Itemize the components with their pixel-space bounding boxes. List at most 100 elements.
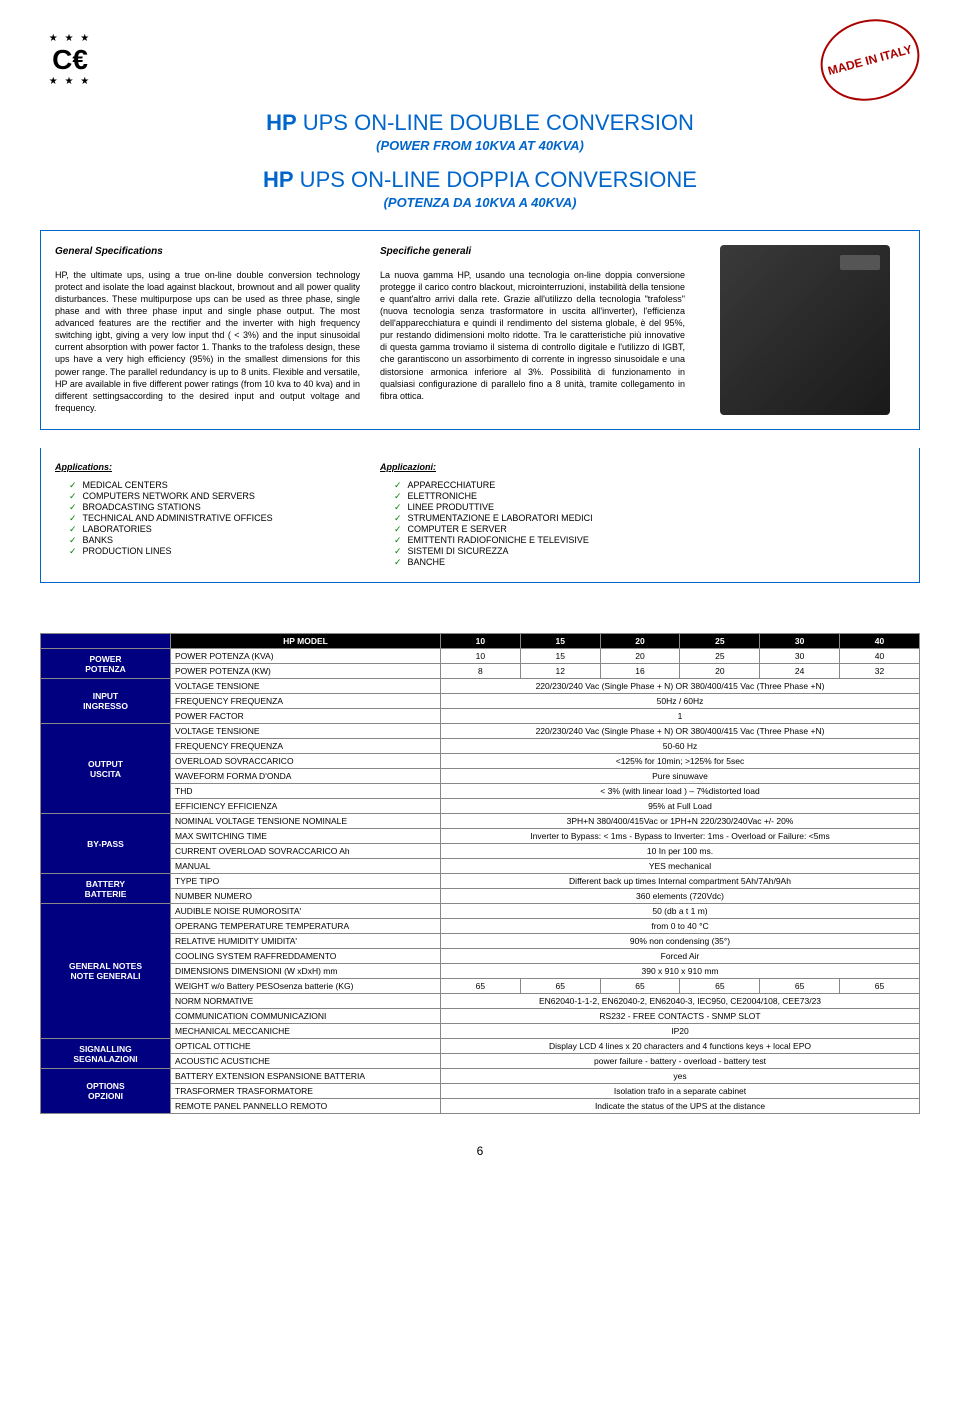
table-row: ACOUSTIC ACUSTICHEpower failure - batter… [41,1054,920,1069]
section-label: BATTERYBATTERIE [41,874,171,904]
apps-col-en: Applications: MEDICAL CENTERSCOMPUTERS N… [55,462,360,568]
table-row: GENERAL NOTESNOTE GENERALIAUDIBLE NOISE … [41,904,920,919]
param-cell: TYPE TIPO [171,874,441,889]
value-cell: RS232 - FREE CONTACTS - SNMP SLOT [441,1009,920,1024]
param-cell: REMOTE PANEL PANNELLO REMOTO [171,1099,441,1114]
value-cell: YES mechanical [441,859,920,874]
list-item: COMPUTER E SERVER [394,524,685,535]
ups-device-illustration [720,245,890,415]
ce-logo: ★ ★ ★ C€ ★ ★ ★ [40,20,100,100]
value-cell: 16 [600,664,680,679]
value-cell: 1 [441,709,920,724]
made-in-italy-stamp: MADE IN ITALY [811,8,928,111]
table-row: WAVEFORM FORMA D'ONDAPure sinuwave [41,769,920,784]
table-row: POWER FACTOR1 [41,709,920,724]
value-cell: EN62040-1-1-2, EN62040-2, EN62040-3, IEC… [441,994,920,1009]
value-cell: 8 [441,664,521,679]
section-label: POWERPOTENZA [41,649,171,679]
list-item: TECHNICAL AND ADMINISTRATIVE OFFICES [69,513,360,524]
table-row: FREQUENCY FREQUENZA50-60 Hz [41,739,920,754]
section-label: INPUTINGRESSO [41,679,171,724]
value-cell: 40 [840,649,920,664]
value-cell: 32 [840,664,920,679]
spec-title-en: General Specifications [55,245,360,259]
value-cell: 65 [520,979,600,994]
value-cell: 15 [520,649,600,664]
value-cell: 25 [680,649,760,664]
table-row: SIGNALLINGSEGNALAZIONIOPTICAL OTTICHEDis… [41,1039,920,1054]
product-image [705,245,905,415]
table-header-row: HP MODEL101520253040 [41,634,920,649]
value-cell: 10 In per 100 ms. [441,844,920,859]
spec-body-en: HP, the ultimate ups, using a true on-li… [55,269,360,415]
value-cell: <125% for 10min; >125% for 5sec [441,754,920,769]
value-cell: 220/230/240 Vac (Single Phase + N) OR 38… [441,724,920,739]
param-cell: DIMENSIONS DIMENSIONI (W xDxH) mm [171,964,441,979]
table-row: OUTPUTUSCITAVOLTAGE TENSIONE220/230/240 … [41,724,920,739]
param-cell: ACOUSTIC ACUSTICHE [171,1054,441,1069]
table-row: COOLING SYSTEM RAFFREDDAMENTOForced Air [41,949,920,964]
value-cell: power failure - battery - overload - bat… [441,1054,920,1069]
param-cell: VOLTAGE TENSIONE [171,724,441,739]
list-item: BANCHE [394,557,685,568]
value-cell: 65 [441,979,521,994]
value-cell: Display LCD 4 lines x 20 characters and … [441,1039,920,1054]
apps-col-it: Applicazioni: APPARECCHIATUREELETTRONICH… [380,462,685,568]
list-item: LINEE PRODUTTIVE [394,502,685,513]
value-cell: 20 [600,649,680,664]
table-row: THD< 3% (with linear load ) – 7%distorte… [41,784,920,799]
table-row: COMMUNICATION COMMUNICAZIONIRS232 - FREE… [41,1009,920,1024]
list-item: STRUMENTAZIONE E LABORATORI MEDICI [394,513,685,524]
list-item: PRODUCTION LINES [69,546,360,557]
param-cell: COMMUNICATION COMMUNICAZIONI [171,1009,441,1024]
param-cell: FREQUENCY FREQUENZA [171,739,441,754]
value-cell: Different back up times Internal compart… [441,874,920,889]
value-cell: 65 [840,979,920,994]
param-cell: EFFICIENCY EFFICIENZA [171,799,441,814]
param-cell: NUMBER NUMERO [171,889,441,904]
param-cell: VOLTAGE TENSIONE [171,679,441,694]
param-cell: MANUAL [171,859,441,874]
param-cell: RELATIVE HUMIDITY UMIDITA' [171,934,441,949]
title-en: HP UPS ON-LINE DOUBLE CONVERSION [40,110,920,136]
list-item: COMPUTERS NETWORK AND SERVERS [69,491,360,502]
table-row: DIMENSIONS DIMENSIONI (W xDxH) mm390 x 9… [41,964,920,979]
list-item: BROADCASTING STATIONS [69,502,360,513]
page-number: 6 [40,1144,920,1158]
param-cell: POWER POTENZA (KW) [171,664,441,679]
apps-title-it: Applicazioni: [380,462,685,472]
value-cell: < 3% (with linear load ) – 7%distorted l… [441,784,920,799]
table-row: POWER POTENZA (KW)81216202432 [41,664,920,679]
value-cell: 24 [760,664,840,679]
value-cell: 390 x 910 x 910 mm [441,964,920,979]
value-cell: 90% non condensing (35°) [441,934,920,949]
table-row: FREQUENCY FREQUENZA50Hz / 60Hz [41,694,920,709]
section-label: OPTIONSOPZIONI [41,1069,171,1114]
title-block: HP UPS ON-LINE DOUBLE CONVERSION (POWER … [40,110,920,210]
value-cell: Pure sinuwave [441,769,920,784]
table-row: BY-PASSNOMINAL VOLTAGE TENSIONE NOMINALE… [41,814,920,829]
value-cell: 95% at Full Load [441,799,920,814]
table-row: MECHANICAL MECCANICHEIP20 [41,1024,920,1039]
value-cell: yes [441,1069,920,1084]
table-row: OPTIONSOPZIONIBATTERY EXTENSION ESPANSIO… [41,1069,920,1084]
value-cell: 20 [680,664,760,679]
table-row: OPERANG TEMPERATURE TEMPERATURAfrom 0 to… [41,919,920,934]
value-cell: IP20 [441,1024,920,1039]
param-cell: FREQUENCY FREQUENZA [171,694,441,709]
applications-box: Applications: MEDICAL CENTERSCOMPUTERS N… [40,448,920,583]
table-row: MANUALYES mechanical [41,859,920,874]
value-cell: 3PH+N 380/400/415Vac or 1PH+N 220/230/24… [441,814,920,829]
value-cell: 65 [680,979,760,994]
list-item: ELETTRONICHE [394,491,685,502]
table-row: REMOTE PANEL PANNELLO REMOTOIndicate the… [41,1099,920,1114]
list-item: MEDICAL CENTERS [69,480,360,491]
value-cell: 65 [760,979,840,994]
title-it: HP UPS ON-LINE DOPPIA CONVERSIONE [40,167,920,193]
param-cell: MAX SWITCHING TIME [171,829,441,844]
header-logos: ★ ★ ★ C€ ★ ★ ★ MADE IN ITALY [40,20,920,110]
table-row: MAX SWITCHING TIMEInverter to Bypass: < … [41,829,920,844]
subtitle-it: (POTENZA DA 10KVA A 40KVA) [40,195,920,210]
value-cell: Inverter to Bypass: < 1ms - Bypass to In… [441,829,920,844]
table-row: EFFICIENCY EFFICIENZA95% at Full Load [41,799,920,814]
